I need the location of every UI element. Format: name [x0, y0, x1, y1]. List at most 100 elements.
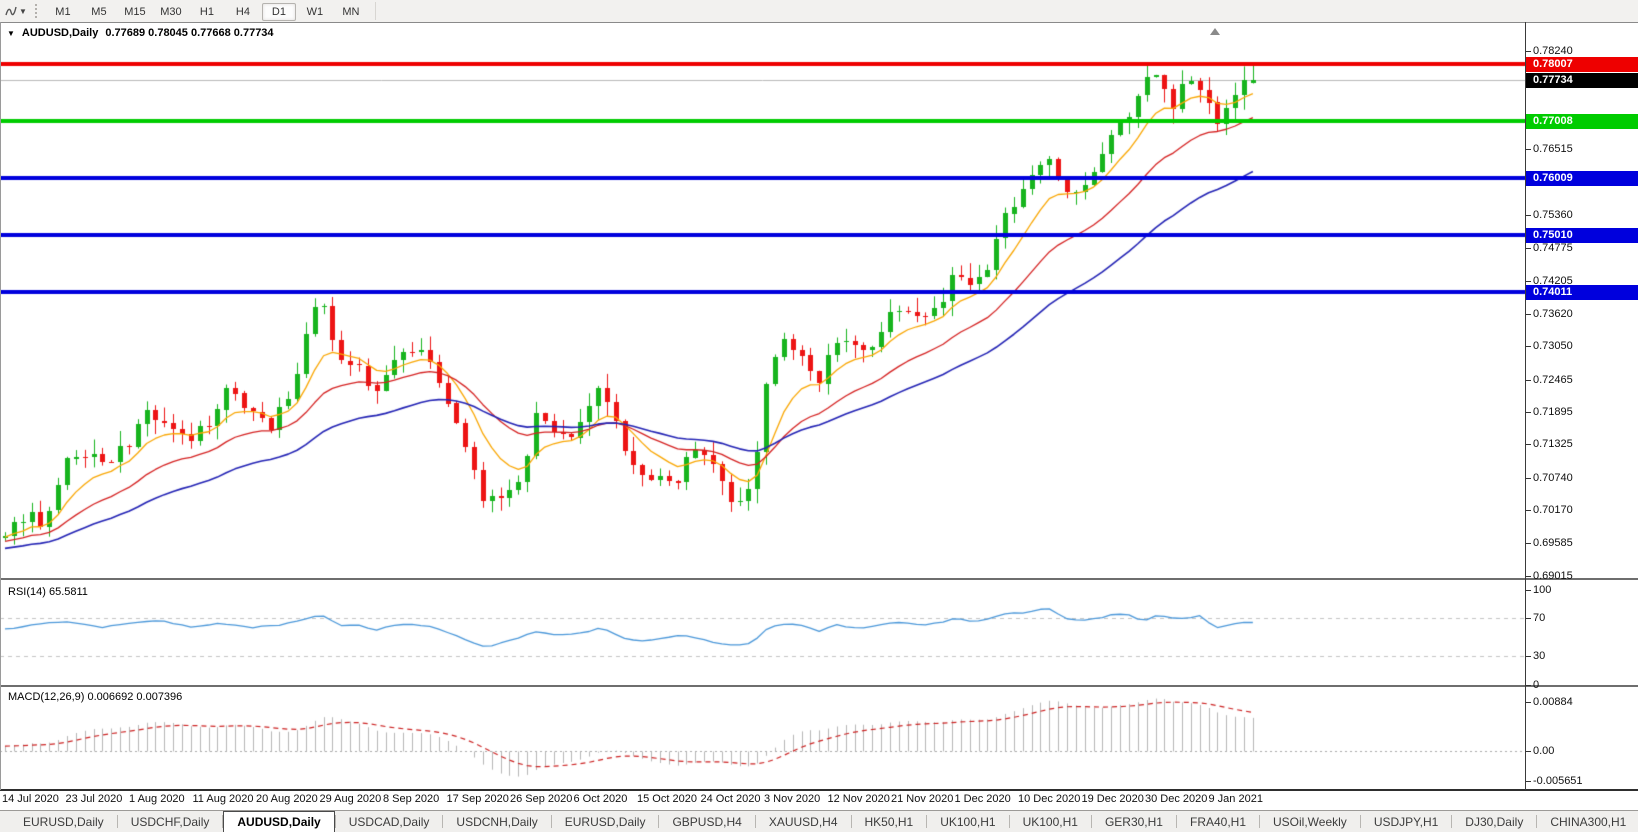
- rsi-tick-label: 30: [1533, 650, 1546, 662]
- tab-xauusd-h4[interactable]: XAUUSD,H4: [768, 814, 838, 829]
- timeframe-buttons: M1 M5 M15 M30 H1 H4 D1 W1 MN: [45, 2, 369, 21]
- axis-tick-mark: [1526, 478, 1531, 479]
- tab-eurusd-daily[interactable]: EURUSD,Daily: [23, 814, 104, 829]
- date-label: 30 Dec 2020: [1145, 793, 1208, 805]
- tab-separator: [1359, 815, 1361, 828]
- price-flag-support-level[interactable]: 0.76009: [1526, 171, 1638, 186]
- axis-tick-mark: [1526, 444, 1531, 445]
- macd-pane-canvas[interactable]: [0, 687, 1525, 789]
- price-tick-label: 0.78240: [1533, 45, 1573, 57]
- chart-tool-icon[interactable]: [4, 4, 18, 18]
- price-flag-current-price: 0.77734: [1526, 73, 1638, 88]
- time-axis[interactable]: 14 Jul 2020 23 Jul 2020 1 Aug 2020 11 Aug 2…: [0, 791, 1525, 810]
- rsi-macd-divider[interactable]: [0, 685, 1638, 687]
- date-label: 1 Aug 2020: [129, 793, 185, 805]
- tab-uk100-h1[interactable]: UK100,H1: [1022, 814, 1078, 829]
- tab-audusd-daily[interactable]: AUDUSD,Daily: [223, 811, 335, 832]
- main-rsi-divider[interactable]: [0, 578, 1638, 580]
- timeframe-button-d1[interactable]: D1: [261, 2, 296, 21]
- timeframe-button-mn[interactable]: MN: [342, 5, 360, 18]
- tab-dj30-daily[interactable]: DJ30,Daily: [1465, 814, 1524, 829]
- tab-separator: [1008, 815, 1010, 828]
- price-flag-support-level[interactable]: 0.74011: [1526, 285, 1638, 300]
- tab-ger30-h1[interactable]: GER30,H1: [1104, 814, 1163, 829]
- date-label: 17 Sep 2020: [446, 793, 509, 805]
- axis-tick-mark: [1526, 215, 1531, 216]
- chart-left-border: [0, 22, 1, 790]
- axis-tick-mark: [1526, 618, 1531, 619]
- date-label: 3 Nov 2020: [764, 793, 821, 805]
- tab-usdcad-daily[interactable]: USDCAD,Daily: [348, 814, 430, 829]
- date-label: 1 Dec 2020: [954, 793, 1011, 805]
- chart-symbol-title: AUDUSD,Daily: [21, 27, 99, 39]
- rsi-tick-label: 0: [1533, 679, 1540, 691]
- tab-usdchf-daily[interactable]: USDCHF,Daily: [130, 814, 210, 829]
- rsi-tick-label: 70: [1533, 612, 1546, 624]
- date-label: 11 Aug 2020: [192, 793, 254, 805]
- axis-tick-mark: [1526, 281, 1531, 282]
- axis-tick-mark: [1526, 576, 1531, 577]
- tab-separator: [754, 815, 756, 828]
- axis-tick-mark: [1526, 149, 1531, 150]
- toolbar-grip[interactable]: [34, 4, 37, 18]
- price-tick-label: 0.71325: [1533, 438, 1573, 450]
- tab-fra40-h1[interactable]: FRA40,H1: [1189, 814, 1247, 829]
- chart-ohlc-values: 0.77689 0.78045 0.77668 0.77734: [105, 27, 274, 39]
- chart-tabs: EURUSD,Daily USDCHF,Daily AUDUSD,Daily USDC…: [0, 811, 1638, 832]
- price-flag-support-level[interactable]: 0.75010: [1526, 228, 1638, 243]
- tab-usoil-weekly[interactable]: USOil,Weekly: [1273, 814, 1347, 829]
- date-label: 8 Sep 2020: [383, 793, 440, 805]
- axis-tick-mark: [1526, 510, 1531, 511]
- macd-bottom-border: [0, 789, 1638, 791]
- chart-shift-marker-icon: [1210, 28, 1220, 35]
- price-tick-label: 0.74205: [1533, 275, 1573, 287]
- date-label: 14 Jul 2020: [2, 793, 59, 805]
- timeframe-button-w1[interactable]: W1: [306, 5, 324, 18]
- price-tick-label: 0.73050: [1533, 340, 1573, 352]
- price-flag-support-level[interactable]: 0.77008: [1526, 114, 1638, 129]
- timeframe-button-h4[interactable]: H4: [235, 5, 250, 18]
- timeframe-button-m1[interactable]: M1: [55, 5, 71, 18]
- dropdown-arrow-icon[interactable]: ▼: [19, 6, 27, 16]
- tab-uk100-h1[interactable]: UK100,H1: [940, 814, 996, 829]
- timeframe-button-m15[interactable]: M15: [124, 5, 146, 18]
- price-flag-resistance-level[interactable]: 0.78007: [1526, 57, 1638, 72]
- price-tick-label: 0.73620: [1533, 308, 1573, 320]
- tab-eurusd-daily[interactable]: EURUSD,Daily: [564, 814, 646, 829]
- tab-gbpusd-h4[interactable]: GBPUSD,H4: [672, 814, 742, 829]
- rsi-pane-canvas[interactable]: [0, 582, 1525, 685]
- axis-tick-mark: [1526, 248, 1531, 249]
- price-tick-label: 0.70170: [1533, 504, 1573, 516]
- axis-tick-mark: [1526, 702, 1531, 703]
- tab-usdcnh-daily[interactable]: USDCNH,Daily: [456, 814, 538, 829]
- price-axis-border: [1525, 22, 1526, 790]
- tab-separator: [550, 815, 552, 828]
- price-tick-label: 0.70740: [1533, 472, 1573, 484]
- tab-usdjpy-h1[interactable]: USDJPY,H1: [1373, 814, 1439, 829]
- chart-title-bar: ▼ AUDUSD,Daily 0.77689 0.78045 0.77668 0…: [7, 27, 274, 39]
- price-tick-label: 0.76515: [1533, 143, 1573, 155]
- collapse-arrow-icon[interactable]: ▼: [7, 28, 15, 38]
- date-label: 20 Aug 2020: [256, 793, 318, 805]
- tab-separator: [1090, 815, 1092, 828]
- tab-separator: [334, 815, 336, 828]
- tab-separator: [222, 815, 224, 828]
- timeframe-button-m5[interactable]: M5: [91, 5, 107, 18]
- tab-separator: [442, 815, 444, 828]
- axis-tick-mark: [1526, 346, 1531, 347]
- timeframe-button-h1[interactable]: H1: [199, 5, 214, 18]
- price-tick-label: 0.71895: [1533, 406, 1573, 418]
- tab-china300-h1[interactable]: CHINA300,H1: [1550, 814, 1627, 829]
- price-tick-label: 0.75360: [1533, 209, 1573, 221]
- tab-hk50-h1[interactable]: HK50,H1: [864, 814, 914, 829]
- axis-tick-mark: [1526, 656, 1531, 657]
- axis-tick-mark: [1526, 412, 1531, 413]
- main-chart-canvas[interactable]: [0, 23, 1525, 578]
- toolbar-separator: [374, 2, 376, 20]
- tab-separator: [926, 815, 928, 828]
- tab-separator: [1175, 815, 1177, 828]
- axis-tick-mark: [1526, 781, 1531, 782]
- axis-tick-mark: [1526, 380, 1531, 381]
- tab-separator: [850, 815, 852, 828]
- timeframe-button-m30[interactable]: M30: [160, 5, 182, 18]
